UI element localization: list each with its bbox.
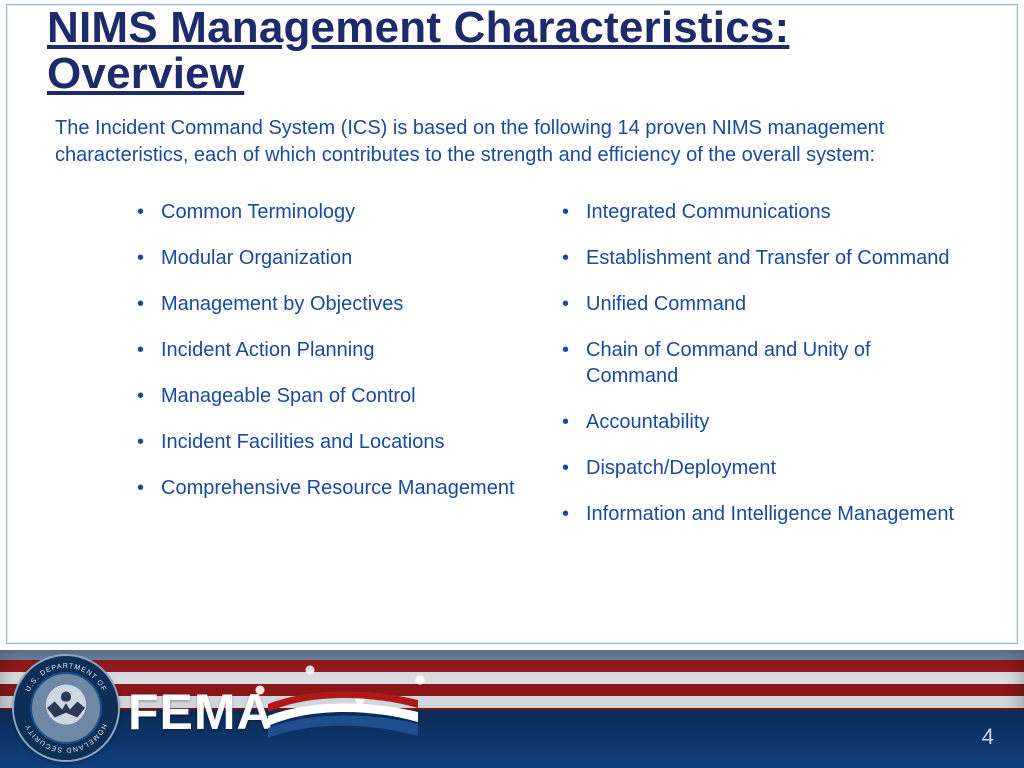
svg-text:HOMELAND SECURITY: HOMELAND SECURITY — [24, 722, 107, 753]
intro-paragraph: The Incident Command System (ICS) is bas… — [7, 103, 1017, 169]
seal-ring-text-icon: U.S. DEPARTMENT OF HOMELAND SECURITY — [14, 656, 118, 760]
list-item: Manageable Span of Control — [137, 383, 532, 429]
right-list: Integrated Communications Establishment … — [562, 199, 957, 547]
fema-wordmark: FEMA — [128, 683, 274, 741]
list-item: Integrated Communications — [562, 199, 957, 245]
right-column: Integrated Communications Establishment … — [562, 199, 957, 547]
list-item: Incident Facilities and Locations — [137, 429, 532, 475]
list-item: Unified Command — [562, 291, 957, 337]
list-item: Comprehensive Resource Management — [137, 475, 532, 521]
list-item: Accountability — [562, 409, 957, 455]
dhs-seal-icon: U.S. DEPARTMENT OF HOMELAND SECURITY — [14, 656, 118, 760]
footer-banner: 4 U.S. DEPARTMENT OF HOMELAND SECURITY F… — [0, 650, 1024, 768]
page-number: 4 — [982, 724, 994, 750]
fema-swoosh-icon — [268, 686, 418, 738]
list-item: Information and Intelligence Management — [562, 501, 957, 547]
list-item: Dispatch/Deployment — [562, 455, 957, 501]
list-item: Modular Organization — [137, 245, 532, 291]
list-item: Common Terminology — [137, 199, 532, 245]
list-item: Chain of Command and Unity of Command — [562, 337, 957, 409]
list-item: Establishment and Transfer of Command — [562, 245, 957, 291]
slide: NIMS Management Characteristics: Overvie… — [0, 0, 1024, 768]
fema-logo: FEMA — [128, 682, 418, 742]
list-item: Incident Action Planning — [137, 337, 532, 383]
list-item: Management by Objectives — [137, 291, 532, 337]
left-column: Common Terminology Modular Organization … — [137, 199, 532, 547]
slide-title: NIMS Management Characteristics: Overvie… — [7, 5, 1017, 103]
content-frame: NIMS Management Characteristics: Overvie… — [6, 4, 1018, 644]
bullet-columns: Common Terminology Modular Organization … — [7, 169, 1017, 547]
left-list: Common Terminology Modular Organization … — [137, 199, 532, 521]
svg-text:U.S. DEPARTMENT OF: U.S. DEPARTMENT OF — [25, 663, 107, 693]
